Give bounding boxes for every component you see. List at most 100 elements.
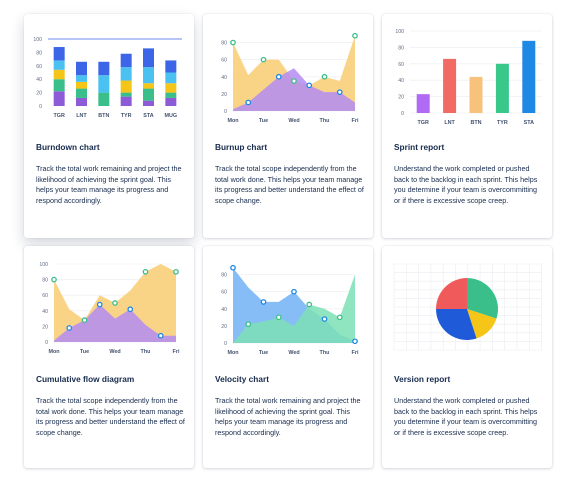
version-report-chart (393, 263, 542, 351)
y-tick-label: 20 (36, 91, 42, 97)
card-title: Burnup chart (215, 142, 268, 152)
x-tick-label: LNT (76, 113, 87, 119)
data-point (230, 39, 236, 46)
data-point (352, 338, 358, 345)
y-tick-label: 20 (221, 92, 227, 98)
y-tick-label: 20 (42, 324, 48, 330)
stacked-bar-segment (165, 72, 177, 84)
chart-thumbnail: 0 20 40 60 80 100 TGR LNT BTN TYR STA MUG (24, 14, 194, 132)
report-card-burndown[interactable]: 0 20 40 60 80 100 TGR LNT BTN TYR STA MUG Burndown … (24, 14, 194, 238)
data-point (245, 99, 252, 106)
bar (495, 63, 509, 113)
stacked-bar-segment (98, 75, 110, 93)
bar (522, 40, 536, 114)
data-point (336, 314, 343, 321)
pie-slice (436, 278, 467, 309)
data-point (51, 276, 57, 283)
stacked-bar-segment (76, 61, 87, 76)
data-point (66, 325, 73, 331)
pie-slice (467, 278, 498, 319)
data-point (291, 78, 297, 84)
y-tick-label: 20 (221, 324, 227, 330)
x-tick-label: Tue (259, 350, 268, 356)
y-tick-label: 100 (39, 262, 48, 268)
stacked-bar-segment (53, 69, 65, 80)
chart-thumbnail: 0 20 40 60 80 100 Mon Tue Wed Thu Fri (24, 246, 194, 364)
report-card-sprint[interactable]: 0 20 40 60 80 100 TGR LNT BTN TYR STA Sprint repor… (382, 14, 552, 238)
pie-slice (467, 309, 497, 339)
y-tick-label: 60 (221, 290, 227, 296)
data-point (306, 301, 313, 308)
x-tick-label: Thu (320, 350, 330, 356)
x-tick-label: BTN (470, 120, 481, 126)
stacked-bar-segment (53, 47, 65, 61)
y-tick-label: 0 (224, 109, 227, 115)
y-tick-label: 100 (33, 37, 42, 43)
report-card-version[interactable]: Version report Understand the work compl… (382, 246, 552, 468)
x-tick-label: Wed (288, 350, 299, 356)
y-tick-label: 40 (42, 309, 48, 315)
x-tick-label: Mon (48, 349, 59, 355)
stacked-bar-segment (76, 97, 87, 106)
x-tick-label: Mon (227, 350, 238, 356)
y-tick-label: 60 (221, 58, 227, 64)
card-title: Sprint report (394, 142, 445, 152)
report-card-velocity[interactable]: 0 20 40 60 80 Mon Tue Wed Thu Fri Velocity chart … (203, 246, 373, 468)
data-point (96, 301, 103, 308)
bar (469, 76, 483, 113)
card-description: Track the total work remaining and proje… (215, 396, 361, 437)
card-description: Track the total scope independently from… (36, 396, 185, 437)
stacked-bar-segment (76, 81, 87, 89)
x-tick-label: Mon (227, 118, 238, 124)
velocity-chart: 0 20 40 60 80 Mon Tue Wed Thu Fri (221, 264, 359, 356)
bar (443, 58, 457, 113)
x-tick-label: Tue (259, 118, 268, 124)
data-point (245, 321, 252, 328)
data-point (291, 288, 297, 295)
report-card-cumulative-flow[interactable]: 0 20 40 60 80 100 Mon Tue Wed Thu Fri Cumulative f… (24, 246, 194, 468)
y-tick-label: 40 (221, 307, 227, 313)
data-point (321, 316, 328, 322)
y-tick-label: 60 (42, 293, 48, 299)
chart-thumbnail: 0 20 40 60 80 Mon Tue Wed Thu Fri (203, 246, 373, 364)
data-point (127, 306, 134, 313)
y-tick-label: 60 (36, 64, 42, 70)
card-title: Cumulative flow diagram (36, 374, 135, 384)
y-tick-label: 80 (221, 273, 227, 279)
x-tick-label: Tue (80, 349, 89, 355)
area-series-2 (233, 68, 355, 111)
data-point (260, 56, 267, 63)
x-tick-label: STA (143, 113, 153, 119)
stacked-bar-segment (53, 60, 65, 70)
card-title: Burndown chart (36, 142, 100, 152)
stacked-bar-segment (76, 88, 87, 98)
stacked-bar-segment (165, 83, 177, 93)
data-point (306, 82, 313, 89)
card-description: Track the total scope independently from… (215, 164, 364, 205)
cumulative-flow-chart: 0 20 40 60 80 100 Mon Tue Wed Thu Fri (39, 262, 180, 355)
stacked-bar-segment (98, 61, 110, 76)
x-tick-label: TYR (497, 120, 508, 126)
y-tick-label: 0 (224, 341, 227, 347)
burnup-chart: 0 20 40 60 80 Mon Tue Wed Thu Fri (221, 32, 359, 124)
stacked-bar-segment (165, 92, 177, 98)
data-point (275, 73, 282, 80)
y-tick-label: 40 (36, 77, 42, 83)
area-series-2 (54, 304, 176, 342)
y-tick-label: 80 (398, 45, 404, 51)
card-description: Understand the work completed or pushed … (394, 164, 538, 205)
y-tick-label: 0 (45, 340, 48, 346)
stacked-bar-segment (53, 91, 65, 106)
stacked-bar-segment (120, 92, 132, 97)
stacked-bar-segment (143, 88, 154, 101)
y-tick-label: 40 (221, 75, 227, 81)
stacked-bar-segment (165, 97, 177, 106)
y-tick-label: 40 (398, 78, 404, 84)
stacked-bar-segment (143, 83, 154, 89)
stacked-bar-segment (165, 60, 177, 73)
x-tick-label: Fri (173, 349, 180, 355)
stacked-bar-segment (120, 53, 132, 68)
x-tick-label: Fri (352, 118, 359, 124)
data-point (230, 264, 236, 271)
report-card-burnup[interactable]: 0 20 40 60 80 Mon Tue Wed Thu Fri Burnup chart Tr… (203, 14, 373, 238)
